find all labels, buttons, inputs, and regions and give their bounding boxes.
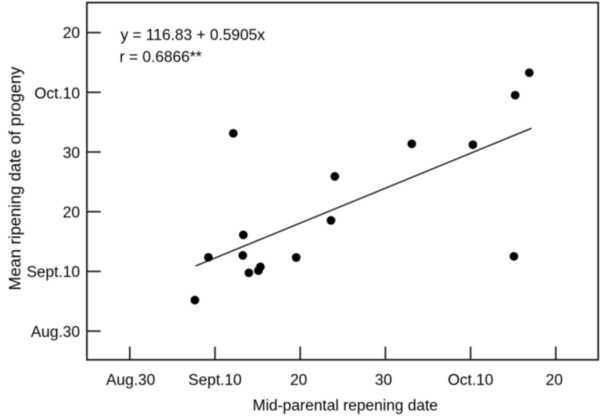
svg-text:Oct.10: Oct.10 — [34, 85, 80, 102]
svg-text:Mean ripening date of progeny: Mean ripening date of progeny — [7, 66, 25, 291]
svg-text:20: 20 — [63, 205, 81, 222]
svg-text:20: 20 — [290, 372, 308, 389]
svg-text:r = 0.6866**: r = 0.6866** — [120, 49, 202, 66]
svg-text:30: 30 — [63, 145, 81, 162]
svg-text:Oct.10: Oct.10 — [448, 372, 494, 389]
svg-text:20: 20 — [546, 372, 564, 389]
svg-text:Mid-parental repening date: Mid-parental repening date — [253, 398, 438, 415]
svg-text:Sept.10: Sept.10 — [27, 264, 81, 281]
svg-text:Sept.10: Sept.10 — [188, 372, 242, 389]
svg-text:30: 30 — [375, 372, 393, 389]
svg-text:y = 116.83 + 0.5905x: y = 116.83 + 0.5905x — [121, 27, 266, 44]
svg-text:Aug.30: Aug.30 — [106, 372, 156, 389]
svg-text:20: 20 — [63, 25, 81, 42]
svg-text:Aug.30: Aug.30 — [31, 324, 81, 341]
